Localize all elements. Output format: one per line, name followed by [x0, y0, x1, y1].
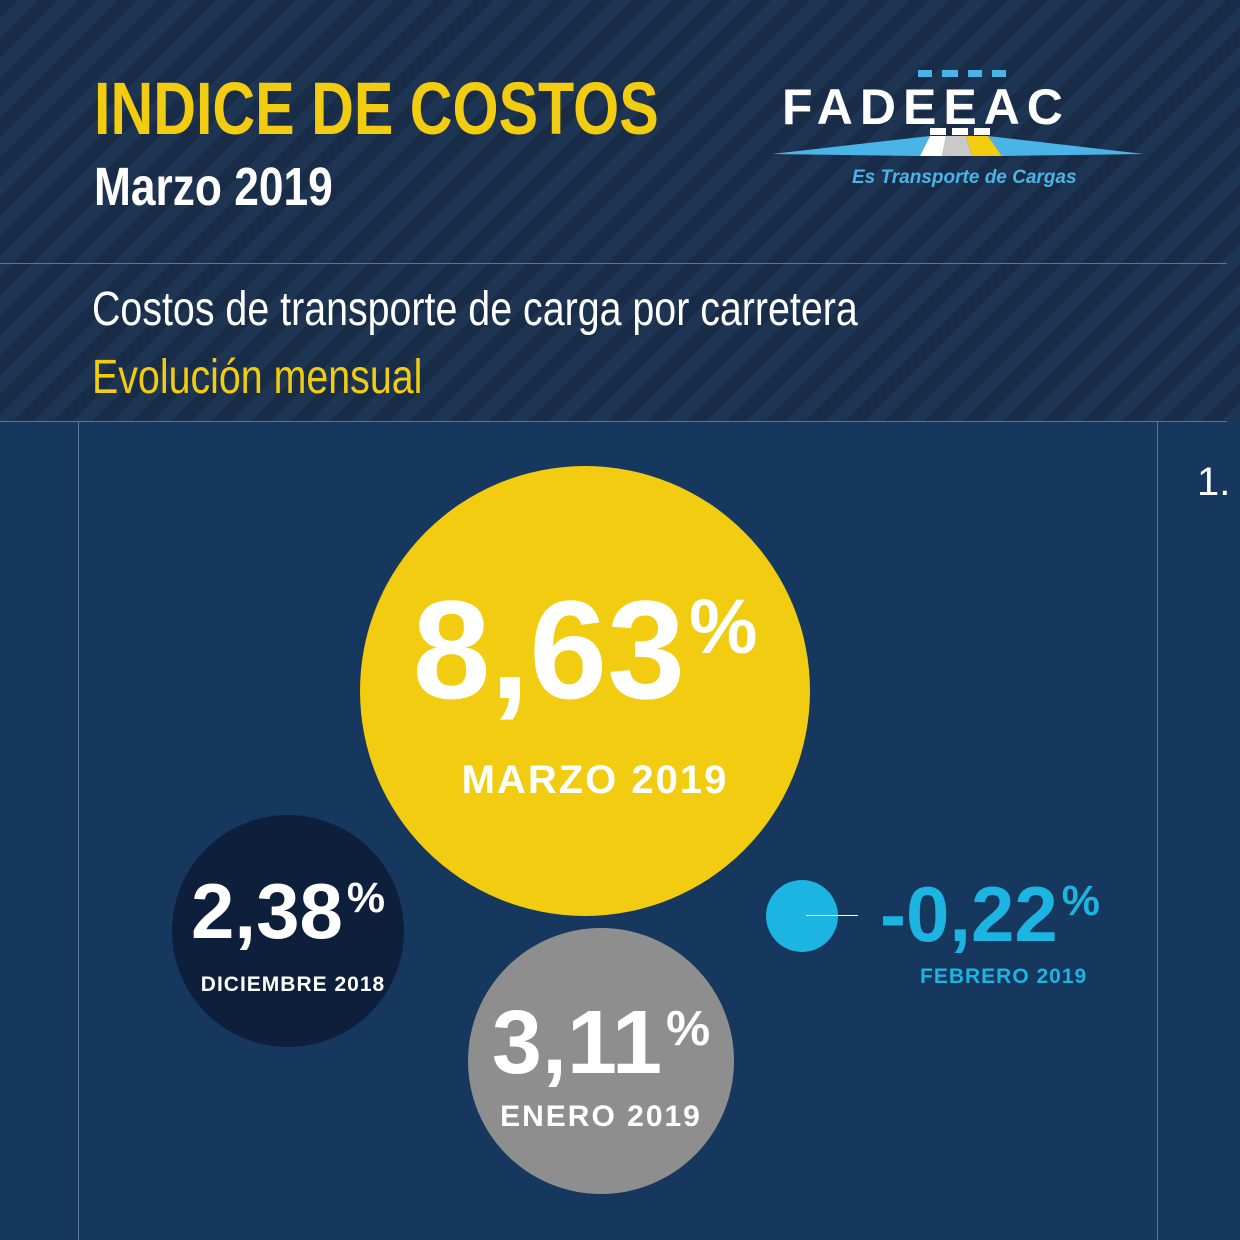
header-band: [0, 0, 1240, 422]
bubble-febrero-2019: [766, 880, 838, 952]
percent-sign-diciembre: %: [346, 874, 385, 923]
value-diciembre-2018: 2,38%: [172, 872, 404, 950]
side-page-number: 1.: [1197, 460, 1231, 504]
page-title: INDICE DE COSTOS: [94, 67, 659, 150]
bubble-diciembre-2018: [172, 815, 404, 1047]
road-logo-icon: [772, 70, 1144, 156]
logo-tagline: Es Transporte de Cargas: [852, 167, 1077, 188]
value-text-enero: 3,11: [491, 993, 663, 1093]
bubble-enero-2019: [468, 928, 734, 1194]
chart-description-highlight: Evolución mensual: [92, 351, 423, 404]
logo-wordmark: FADEEAC: [782, 79, 1070, 135]
value-text-diciembre: 2,38: [191, 867, 343, 955]
page-subtitle: Marzo 2019: [94, 157, 333, 217]
percent-sign-marzo: %: [689, 584, 758, 671]
value-febrero-2019: -0,22%: [880, 875, 1110, 953]
divider-bottom: [0, 421, 1227, 422]
value-marzo-2019: 8,63%: [360, 580, 810, 720]
fadeeac-logo: FADEEAC Es Transporte de Cargas: [770, 68, 1146, 192]
value-text-marzo: 8,63: [412, 571, 685, 728]
frame-left-line: [78, 421, 79, 1240]
divider-top: [0, 263, 1227, 264]
label-enero-2019: ENERO 2019: [500, 1100, 702, 1133]
label-febrero-2019: FEBRERO 2019: [920, 965, 1088, 988]
chart-description: Costos de transporte de carga por carret…: [92, 283, 858, 336]
febrero-leader-line: [806, 915, 858, 916]
value-text-febrero: -0,22: [880, 870, 1058, 958]
percent-sign-febrero: %: [1061, 877, 1100, 926]
label-marzo-2019: MARZO 2019: [461, 758, 729, 802]
label-diciembre-2018: DICIEMBRE 2018: [200, 973, 386, 996]
bubble-marzo-2019: [360, 466, 810, 916]
percent-sign-enero: %: [666, 1000, 711, 1056]
frame-right-line: [1157, 421, 1158, 1240]
value-enero-2019: 3,11%: [468, 998, 734, 1088]
